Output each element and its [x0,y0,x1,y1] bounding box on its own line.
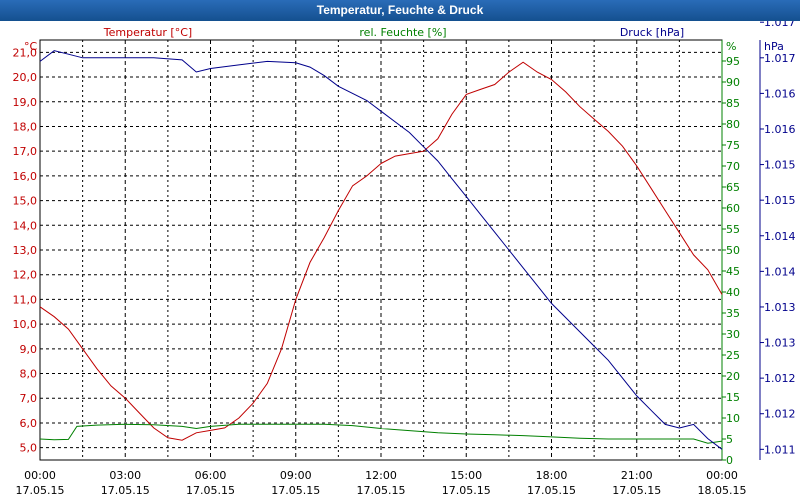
x-date-label: 18.05.15 [698,484,747,497]
x-tick-label: 12:00 [365,469,397,482]
x-tick-label: 18:00 [536,469,568,482]
humidity-tick-label: 55 [726,223,740,236]
humidity-axis-label: rel. Feuchte [%] [359,26,446,39]
humidity-tick-label: 85 [726,97,740,110]
pressure-tick-label: 1.011 [764,443,796,456]
x-date-label: 17.05.15 [612,484,661,497]
temperature-tick-label: 12,0 [13,269,38,282]
humidity-tick-label: 45 [726,265,740,278]
humidity-tick-label: 40 [726,286,740,299]
pressure-tick-label: 1.013 [764,337,796,350]
x-tick-label: 00:00 [24,469,56,482]
humidity-tick-label: 65 [726,181,740,194]
temperature-tick-label: 15,0 [13,195,38,208]
chart-title: Temperatur, Feuchte & Druck [0,0,800,21]
pressure-unit: hPa [764,40,784,53]
x-date-label: 17.05.15 [16,484,65,497]
x-date-label: 17.05.15 [271,484,320,497]
temperature-axis-label: Temperatur [°C] [103,26,192,39]
humidity-tick-label: 5 [726,433,733,446]
temperature-tick-label: 13,0 [13,244,38,257]
series-line-temperature [39,61,723,441]
temperature-tick-label: 19,0 [13,96,38,109]
x-date-label: 17.05.15 [357,484,406,497]
temperature-tick-label: 18,0 [13,120,38,133]
temperature-tick-label: 16,0 [13,170,38,183]
x-tick-label: 09:00 [280,469,312,482]
humidity-tick-label: 60 [726,202,740,215]
humidity-tick-label: 30 [726,328,740,341]
humidity-tick-label: 75 [726,139,740,152]
pressure-tick-label: 1.015 [764,159,796,172]
humidity-tick-label: 80 [726,118,740,131]
pressure-tick-label: 1.012 [764,372,796,385]
x-tick-label: 21:00 [621,469,653,482]
pressure-tick-label: 1.014 [764,265,796,278]
temperature-tick-label: 17,0 [13,145,38,158]
humidity-tick-label: 20 [726,370,740,383]
temperature-tick-label: 8,0 [20,368,38,381]
humidity-tick-label: 25 [726,349,740,362]
x-tick-label: 03:00 [109,469,141,482]
pressure-tick-label: 1.016 [764,123,796,136]
pressure-tick-label: 1.016 [764,87,796,100]
humidity-unit: % [726,40,736,53]
x-tick-label: 06:00 [195,469,227,482]
humidity-tick-label: 15 [726,391,740,404]
pressure-tick-label: 1.012 [764,408,796,421]
humidity-tick-label: 35 [726,307,740,320]
humidity-tick-label: 90 [726,76,740,89]
humidity-tick-label: 10 [726,412,740,425]
temperature-tick-label: 14,0 [13,219,38,232]
temperature-tick-label: 20,0 [13,71,38,84]
humidity-tick-label: 70 [726,160,740,173]
series-line-humidity [39,423,723,444]
temperature-tick-label: 21,0 [13,46,38,59]
series-line-pressure [39,50,723,450]
temperature-unit: °C [24,40,38,53]
pressure-tick-label: 1.013 [764,301,796,314]
humidity-tick-label: 0 [726,454,733,467]
x-date-label: 17.05.15 [186,484,235,497]
x-date-label: 17.05.15 [527,484,576,497]
temperature-tick-label: 7,0 [20,392,38,405]
temperature-tick-label: 6,0 [20,417,38,430]
humidity-tick-label: 50 [726,244,740,257]
temperature-tick-label: 5,0 [20,442,38,455]
humidity-tick-label: 95 [726,55,740,68]
temperature-tick-label: 9,0 [20,343,38,356]
pressure-tick-label: 1.014 [764,230,796,243]
x-tick-label: 00:00 [706,469,738,482]
pressure-axis-label: Druck [hPa] [620,26,684,39]
x-date-label: 17.05.15 [101,484,150,497]
temperature-tick-label: 10,0 [13,318,38,331]
temperature-tick-label: 11,0 [13,293,38,306]
pressure-tick-label: 1.015 [764,194,796,207]
x-tick-label: 15:00 [450,469,482,482]
x-date-label: 17.05.15 [442,484,491,497]
pressure-tick-label: 1.017 [764,52,796,65]
